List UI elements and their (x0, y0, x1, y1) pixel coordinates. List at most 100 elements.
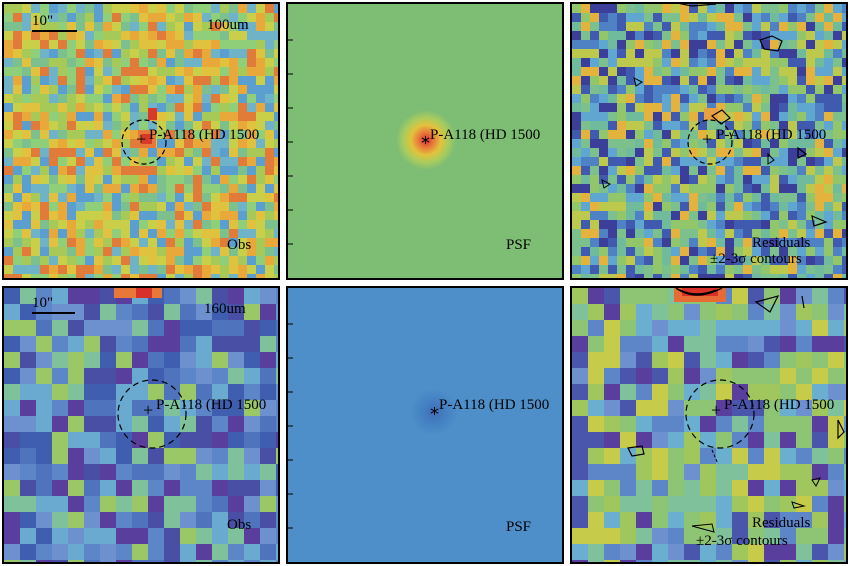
map-pixel (184, 130, 194, 140)
map-pixel (22, 193, 32, 203)
map-pixel (211, 58, 221, 68)
map-pixel (166, 184, 176, 194)
map-pixel (680, 238, 690, 248)
map-pixel (20, 336, 37, 353)
map-pixel (588, 432, 605, 449)
map-pixel (779, 202, 789, 212)
map-pixel (698, 67, 708, 77)
map-pixel (116, 560, 133, 562)
map-pixel (166, 22, 176, 32)
map-pixel (824, 103, 834, 113)
map-pixel (256, 148, 266, 158)
map-pixel (761, 220, 771, 230)
map-pixel (164, 448, 181, 465)
map-pixel (752, 274, 762, 278)
map-pixel (68, 544, 85, 561)
map-pixel (599, 274, 609, 278)
map-pixel (202, 40, 212, 50)
map-pixel (590, 22, 600, 32)
hot-pixel (136, 288, 152, 298)
map-pixel (590, 265, 600, 275)
map-pixel (608, 220, 618, 230)
map-pixel (58, 67, 68, 77)
map-pixel (212, 512, 229, 529)
map-pixel (247, 94, 257, 104)
map-pixel (752, 76, 762, 86)
map-pixel (806, 247, 816, 257)
map-pixel (229, 121, 239, 131)
map-pixel (94, 76, 104, 86)
map-pixel (716, 320, 733, 337)
map-pixel (49, 274, 59, 278)
map-pixel (247, 175, 257, 185)
map-pixel (67, 256, 77, 266)
map-pixel (788, 22, 798, 32)
map-pixel (148, 103, 158, 113)
map-pixel (260, 560, 277, 562)
map-pixel (604, 480, 621, 497)
map-pixel (636, 496, 653, 513)
map-pixel (752, 112, 762, 122)
map-pixel (653, 139, 663, 149)
map-pixel (52, 320, 69, 337)
map-pixel (815, 85, 825, 95)
map-pixel (31, 175, 41, 185)
map-pixel (636, 336, 653, 353)
map-pixel (211, 220, 221, 230)
map-pixel (620, 336, 637, 353)
map-pixel (22, 94, 32, 104)
map-pixel (824, 13, 834, 23)
map-pixel (85, 130, 95, 140)
map-pixel (244, 512, 261, 529)
map-pixel (572, 175, 582, 185)
map-pixel (815, 130, 825, 140)
map-pixel (716, 202, 726, 212)
map-pixel (770, 184, 780, 194)
map-pixel (716, 148, 726, 158)
map-pixel (806, 13, 816, 23)
map-pixel (620, 368, 637, 385)
map-pixel (4, 139, 14, 149)
map-pixel (67, 31, 77, 41)
map-pixel (180, 464, 197, 481)
map-pixel (193, 211, 203, 221)
map-pixel (49, 40, 59, 50)
hot-pixel (142, 134, 152, 144)
map-pixel (680, 130, 690, 140)
map-pixel (761, 211, 771, 221)
map-pixel (238, 193, 248, 203)
map-pixel (265, 49, 275, 59)
map-pixel (100, 480, 117, 497)
map-pixel (121, 175, 131, 185)
map-pixel (796, 288, 813, 305)
map-pixel (20, 352, 37, 369)
map-pixel (157, 4, 167, 14)
map-pixel (716, 67, 726, 77)
map-pixel (764, 480, 781, 497)
map-pixel (220, 49, 230, 59)
map-pixel (94, 229, 104, 239)
map-pixel (812, 336, 829, 353)
map-pixel (220, 202, 230, 212)
map-pixel (229, 139, 239, 149)
map-pixel (770, 202, 780, 212)
map-pixel (265, 256, 275, 266)
map-pixel (796, 416, 813, 433)
map-pixel (211, 247, 221, 257)
map-pixel (652, 464, 669, 481)
map-pixel (572, 94, 582, 104)
map-pixel (806, 103, 816, 113)
map-pixel (184, 22, 194, 32)
map-pixel (684, 528, 701, 545)
map-pixel (220, 31, 230, 41)
map-pixel (671, 121, 681, 131)
map-pixel (626, 148, 636, 158)
map-pixel (132, 432, 149, 449)
map-pixel (193, 94, 203, 104)
map-pixel (700, 496, 717, 513)
map-pixel (164, 560, 181, 562)
map-pixel (94, 202, 104, 212)
map-pixel (716, 238, 726, 248)
map-pixel (220, 103, 230, 113)
map-pixel (274, 49, 278, 59)
